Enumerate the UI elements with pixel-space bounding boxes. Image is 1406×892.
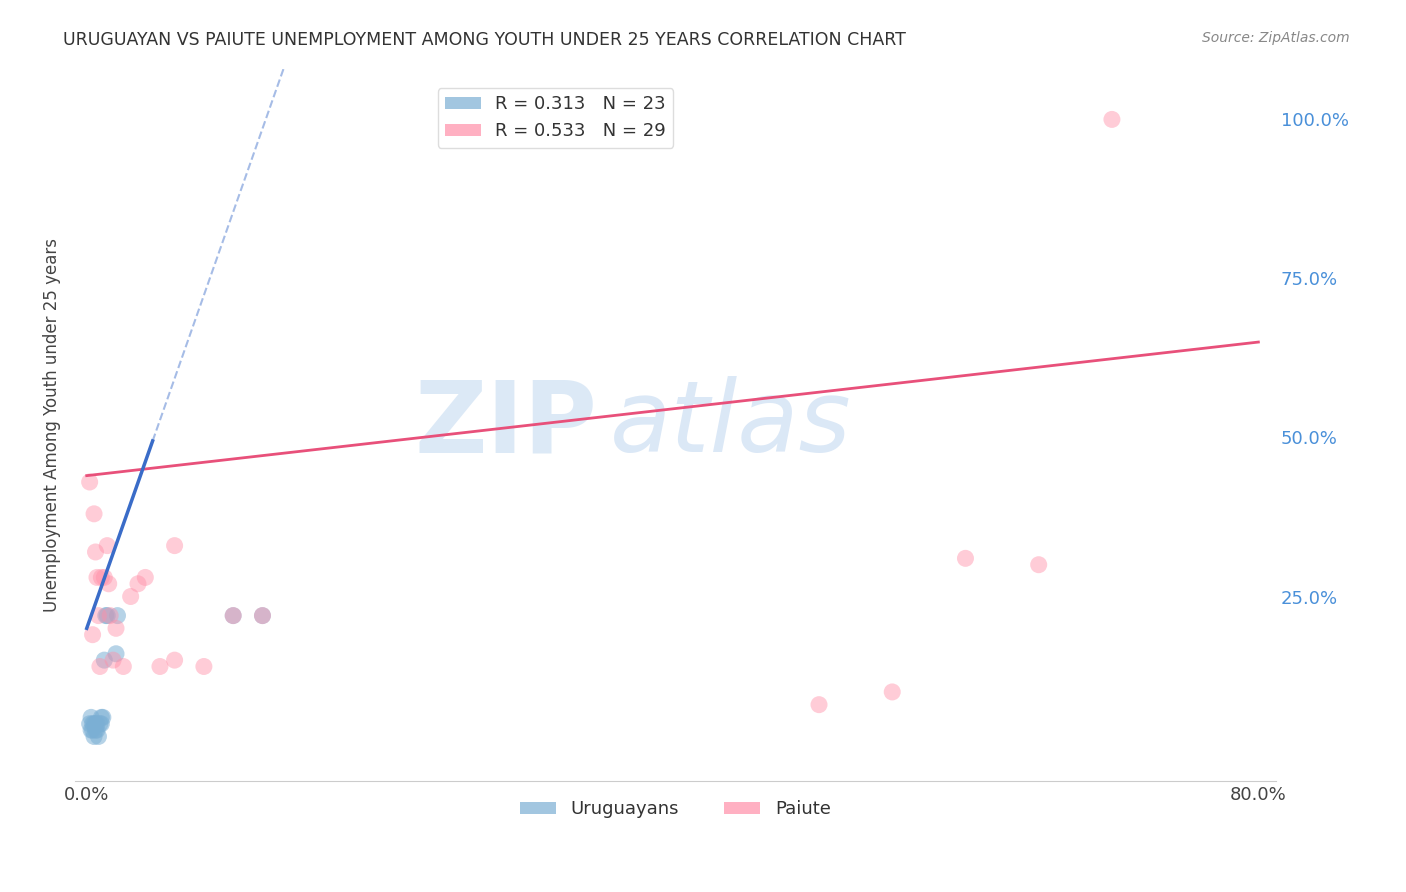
- Text: ZIP: ZIP: [415, 376, 598, 474]
- Point: [1101, 112, 1123, 127]
- Point: [98, 608, 121, 623]
- Point: [107, 608, 129, 623]
- Point: [82, 723, 104, 738]
- Point: [82, 628, 104, 642]
- Point: [105, 621, 128, 635]
- Point: [808, 698, 831, 712]
- Point: [84, 716, 107, 731]
- Point: [96, 539, 118, 553]
- Point: [163, 653, 186, 667]
- Point: [134, 570, 156, 584]
- Point: [83, 507, 105, 521]
- Point: [90, 716, 112, 731]
- Text: atlas: atlas: [609, 376, 851, 474]
- Point: [252, 608, 274, 623]
- Point: [86, 570, 108, 584]
- Point: [93, 570, 115, 584]
- Point: [222, 608, 245, 623]
- Point: [1028, 558, 1050, 572]
- Text: URUGUAYAN VS PAIUTE UNEMPLOYMENT AMONG YOUTH UNDER 25 YEARS CORRELATION CHART: URUGUAYAN VS PAIUTE UNEMPLOYMENT AMONG Y…: [63, 31, 905, 49]
- Point: [89, 716, 111, 731]
- Point: [97, 576, 120, 591]
- Point: [86, 723, 108, 738]
- Point: [83, 730, 105, 744]
- Point: [93, 653, 115, 667]
- Point: [91, 710, 114, 724]
- Y-axis label: Unemployment Among Youth under 25 years: Unemployment Among Youth under 25 years: [44, 238, 60, 612]
- Point: [955, 551, 977, 566]
- Point: [101, 653, 124, 667]
- Point: [79, 716, 101, 731]
- Point: [149, 659, 172, 673]
- Point: [120, 590, 142, 604]
- Text: Source: ZipAtlas.com: Source: ZipAtlas.com: [1202, 31, 1350, 45]
- Point: [86, 716, 108, 731]
- Point: [112, 659, 135, 673]
- Point: [882, 685, 904, 699]
- Point: [252, 608, 274, 623]
- Point: [84, 723, 107, 738]
- Point: [82, 716, 104, 731]
- Point: [89, 659, 111, 673]
- Point: [222, 608, 245, 623]
- Point: [80, 723, 103, 738]
- Point: [105, 647, 128, 661]
- Legend: Uruguayans, Paiute: Uruguayans, Paiute: [513, 793, 838, 825]
- Point: [84, 545, 107, 559]
- Point: [127, 576, 149, 591]
- Point: [96, 608, 118, 623]
- Point: [193, 659, 215, 673]
- Point: [90, 710, 112, 724]
- Point: [83, 716, 105, 731]
- Point: [80, 710, 103, 724]
- Point: [163, 539, 186, 553]
- Point: [90, 570, 112, 584]
- Point: [87, 608, 110, 623]
- Point: [94, 608, 117, 623]
- Point: [79, 475, 101, 489]
- Point: [87, 730, 110, 744]
